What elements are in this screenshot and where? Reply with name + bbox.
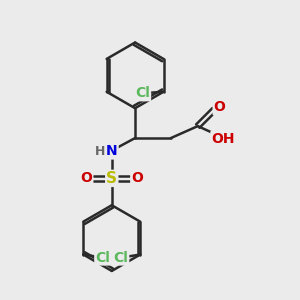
Text: O: O xyxy=(131,171,143,185)
Text: O: O xyxy=(80,171,92,185)
Text: Cl: Cl xyxy=(135,86,150,100)
Text: H: H xyxy=(94,145,105,158)
Text: S: S xyxy=(106,171,117,186)
Text: O: O xyxy=(214,100,226,114)
Text: N: N xyxy=(106,145,118,158)
Text: OH: OH xyxy=(212,132,235,146)
Text: Cl: Cl xyxy=(113,250,128,265)
Text: Cl: Cl xyxy=(95,250,110,265)
